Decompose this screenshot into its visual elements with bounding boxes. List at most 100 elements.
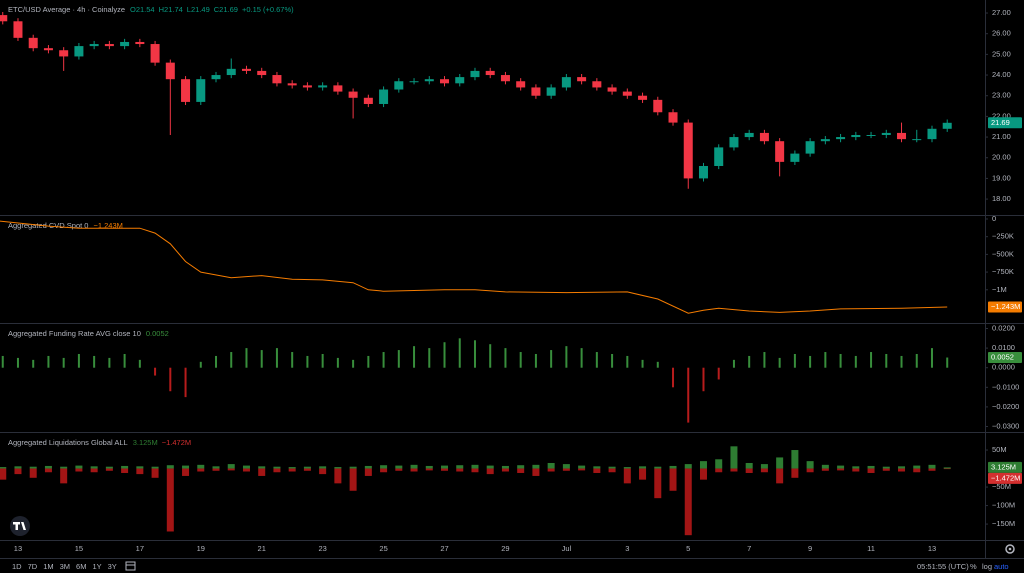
bar: [504, 348, 507, 368]
candle-body: [333, 85, 343, 92]
bar: [915, 353, 918, 368]
range-button[interactable]: 3M: [60, 562, 70, 571]
bar: [258, 466, 266, 469]
bar: [136, 468, 144, 475]
bar: [501, 468, 509, 472]
bar: [715, 459, 723, 469]
candle-body: [257, 70, 267, 76]
bar: [410, 468, 418, 472]
bar: [532, 464, 540, 469]
bar: [717, 367, 720, 380]
bar: [702, 367, 705, 392]
range-button[interactable]: 1M: [43, 562, 53, 571]
bar: [471, 468, 479, 473]
bar: [321, 353, 324, 368]
bar: [288, 468, 296, 472]
bar: [136, 466, 144, 469]
bar: [684, 468, 692, 536]
bar: [639, 466, 647, 469]
last-value-box: [988, 352, 1022, 364]
bar: [44, 465, 52, 469]
axis-option[interactable]: %: [970, 562, 977, 571]
bar: [242, 468, 250, 472]
y-tick-label: 0.0000: [992, 363, 1015, 372]
bar: [715, 468, 723, 473]
candle-body: [135, 41, 145, 45]
bar: [29, 466, 37, 469]
bar: [501, 465, 509, 469]
bar: [593, 466, 601, 469]
y-tick-label: 26.00: [992, 29, 1011, 38]
header-value: −1.472M: [162, 438, 191, 447]
bar: [182, 465, 190, 469]
last-value-box: [988, 472, 1022, 484]
candle-body: [485, 70, 495, 76]
bar: [882, 468, 890, 471]
bar: [260, 350, 263, 368]
y-tick-label: 50M: [992, 445, 1007, 454]
bar: [699, 461, 707, 469]
y-tick-label: −0.0200: [992, 402, 1019, 411]
candle-body: [820, 139, 830, 142]
bar: [534, 353, 537, 368]
bar: [75, 465, 83, 469]
candle-body: [897, 132, 907, 140]
bar: [184, 367, 187, 398]
range-button[interactable]: 1Y: [92, 562, 101, 571]
cvd-line: [0, 220, 948, 314]
settings-icon[interactable]: [1005, 544, 1015, 554]
header-value: +0.15 (+0.67%): [242, 5, 294, 14]
bar: [123, 353, 126, 368]
bar: [547, 462, 555, 469]
bar: [793, 353, 796, 368]
candle-body: [318, 85, 328, 88]
range-button[interactable]: 3Y: [108, 562, 117, 571]
candle-body: [241, 68, 251, 71]
bar: [319, 468, 327, 475]
calendar-icon[interactable]: [125, 561, 136, 571]
bar: [641, 359, 644, 368]
bar: [0, 467, 7, 469]
bar: [352, 359, 355, 368]
bar: [930, 348, 933, 368]
candle-body: [577, 77, 587, 82]
candle-body: [546, 87, 556, 96]
bar: [486, 468, 494, 475]
x-tick-label: 19: [197, 544, 205, 553]
bar: [806, 468, 814, 473]
bar: [319, 466, 327, 469]
axis-option[interactable]: auto: [994, 562, 1009, 571]
candle-body: [683, 122, 693, 179]
candle-body: [668, 112, 678, 123]
candle-body: [622, 91, 632, 96]
bar: [425, 465, 433, 469]
candle-body: [150, 44, 160, 63]
axis-option[interactable]: log: [982, 562, 992, 571]
bar: [258, 468, 266, 476]
bar: [870, 352, 873, 368]
x-tick-label: Jul: [562, 544, 572, 553]
bar: [154, 367, 157, 376]
bar: [215, 355, 218, 368]
header-value: O21.54: [130, 5, 155, 14]
x-tick-label: 7: [747, 544, 751, 553]
candle-body: [28, 37, 38, 49]
y-tick-label: −150M: [992, 519, 1015, 528]
bar: [730, 446, 738, 469]
bar: [121, 465, 129, 469]
bar: [413, 346, 416, 368]
bar: [166, 465, 174, 469]
bar: [669, 468, 677, 491]
range-button[interactable]: 7D: [28, 562, 38, 571]
bar: [519, 352, 522, 368]
bar: [230, 352, 233, 368]
bar: [273, 468, 281, 473]
candle-body: [181, 79, 191, 102]
range-button[interactable]: 6M: [76, 562, 86, 571]
range-button[interactable]: 1D: [12, 562, 22, 571]
y-tick-label: 0.0100: [992, 343, 1015, 352]
bar: [380, 468, 388, 473]
bar: [778, 357, 781, 368]
